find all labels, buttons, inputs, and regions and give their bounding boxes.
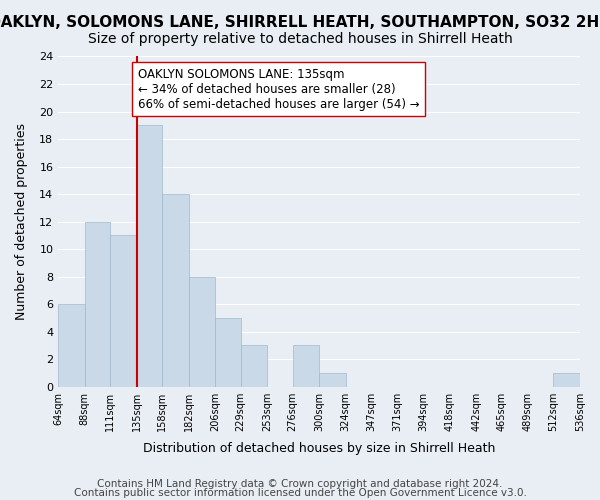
Bar xyxy=(241,346,267,387)
Bar xyxy=(85,222,110,386)
Bar xyxy=(215,318,241,386)
Bar xyxy=(58,304,85,386)
Text: OAKLYN, SOLOMONS LANE, SHIRRELL HEATH, SOUTHAMPTON, SO32 2HU: OAKLYN, SOLOMONS LANE, SHIRRELL HEATH, S… xyxy=(0,15,600,30)
Text: OAKLYN SOLOMONS LANE: 135sqm
← 34% of detached houses are smaller (28)
66% of se: OAKLYN SOLOMONS LANE: 135sqm ← 34% of de… xyxy=(138,68,419,110)
Bar xyxy=(188,276,215,386)
Text: Contains HM Land Registry data © Crown copyright and database right 2024.: Contains HM Land Registry data © Crown c… xyxy=(97,479,503,489)
Y-axis label: Number of detached properties: Number of detached properties xyxy=(15,123,28,320)
Bar xyxy=(110,236,137,386)
Bar xyxy=(162,194,188,386)
Bar xyxy=(553,373,580,386)
X-axis label: Distribution of detached houses by size in Shirrell Heath: Distribution of detached houses by size … xyxy=(143,442,495,455)
Bar xyxy=(137,126,162,386)
Bar xyxy=(319,373,346,386)
Text: Contains public sector information licensed under the Open Government Licence v3: Contains public sector information licen… xyxy=(74,488,526,498)
Bar xyxy=(293,346,319,387)
Text: Size of property relative to detached houses in Shirrell Heath: Size of property relative to detached ho… xyxy=(88,32,512,46)
